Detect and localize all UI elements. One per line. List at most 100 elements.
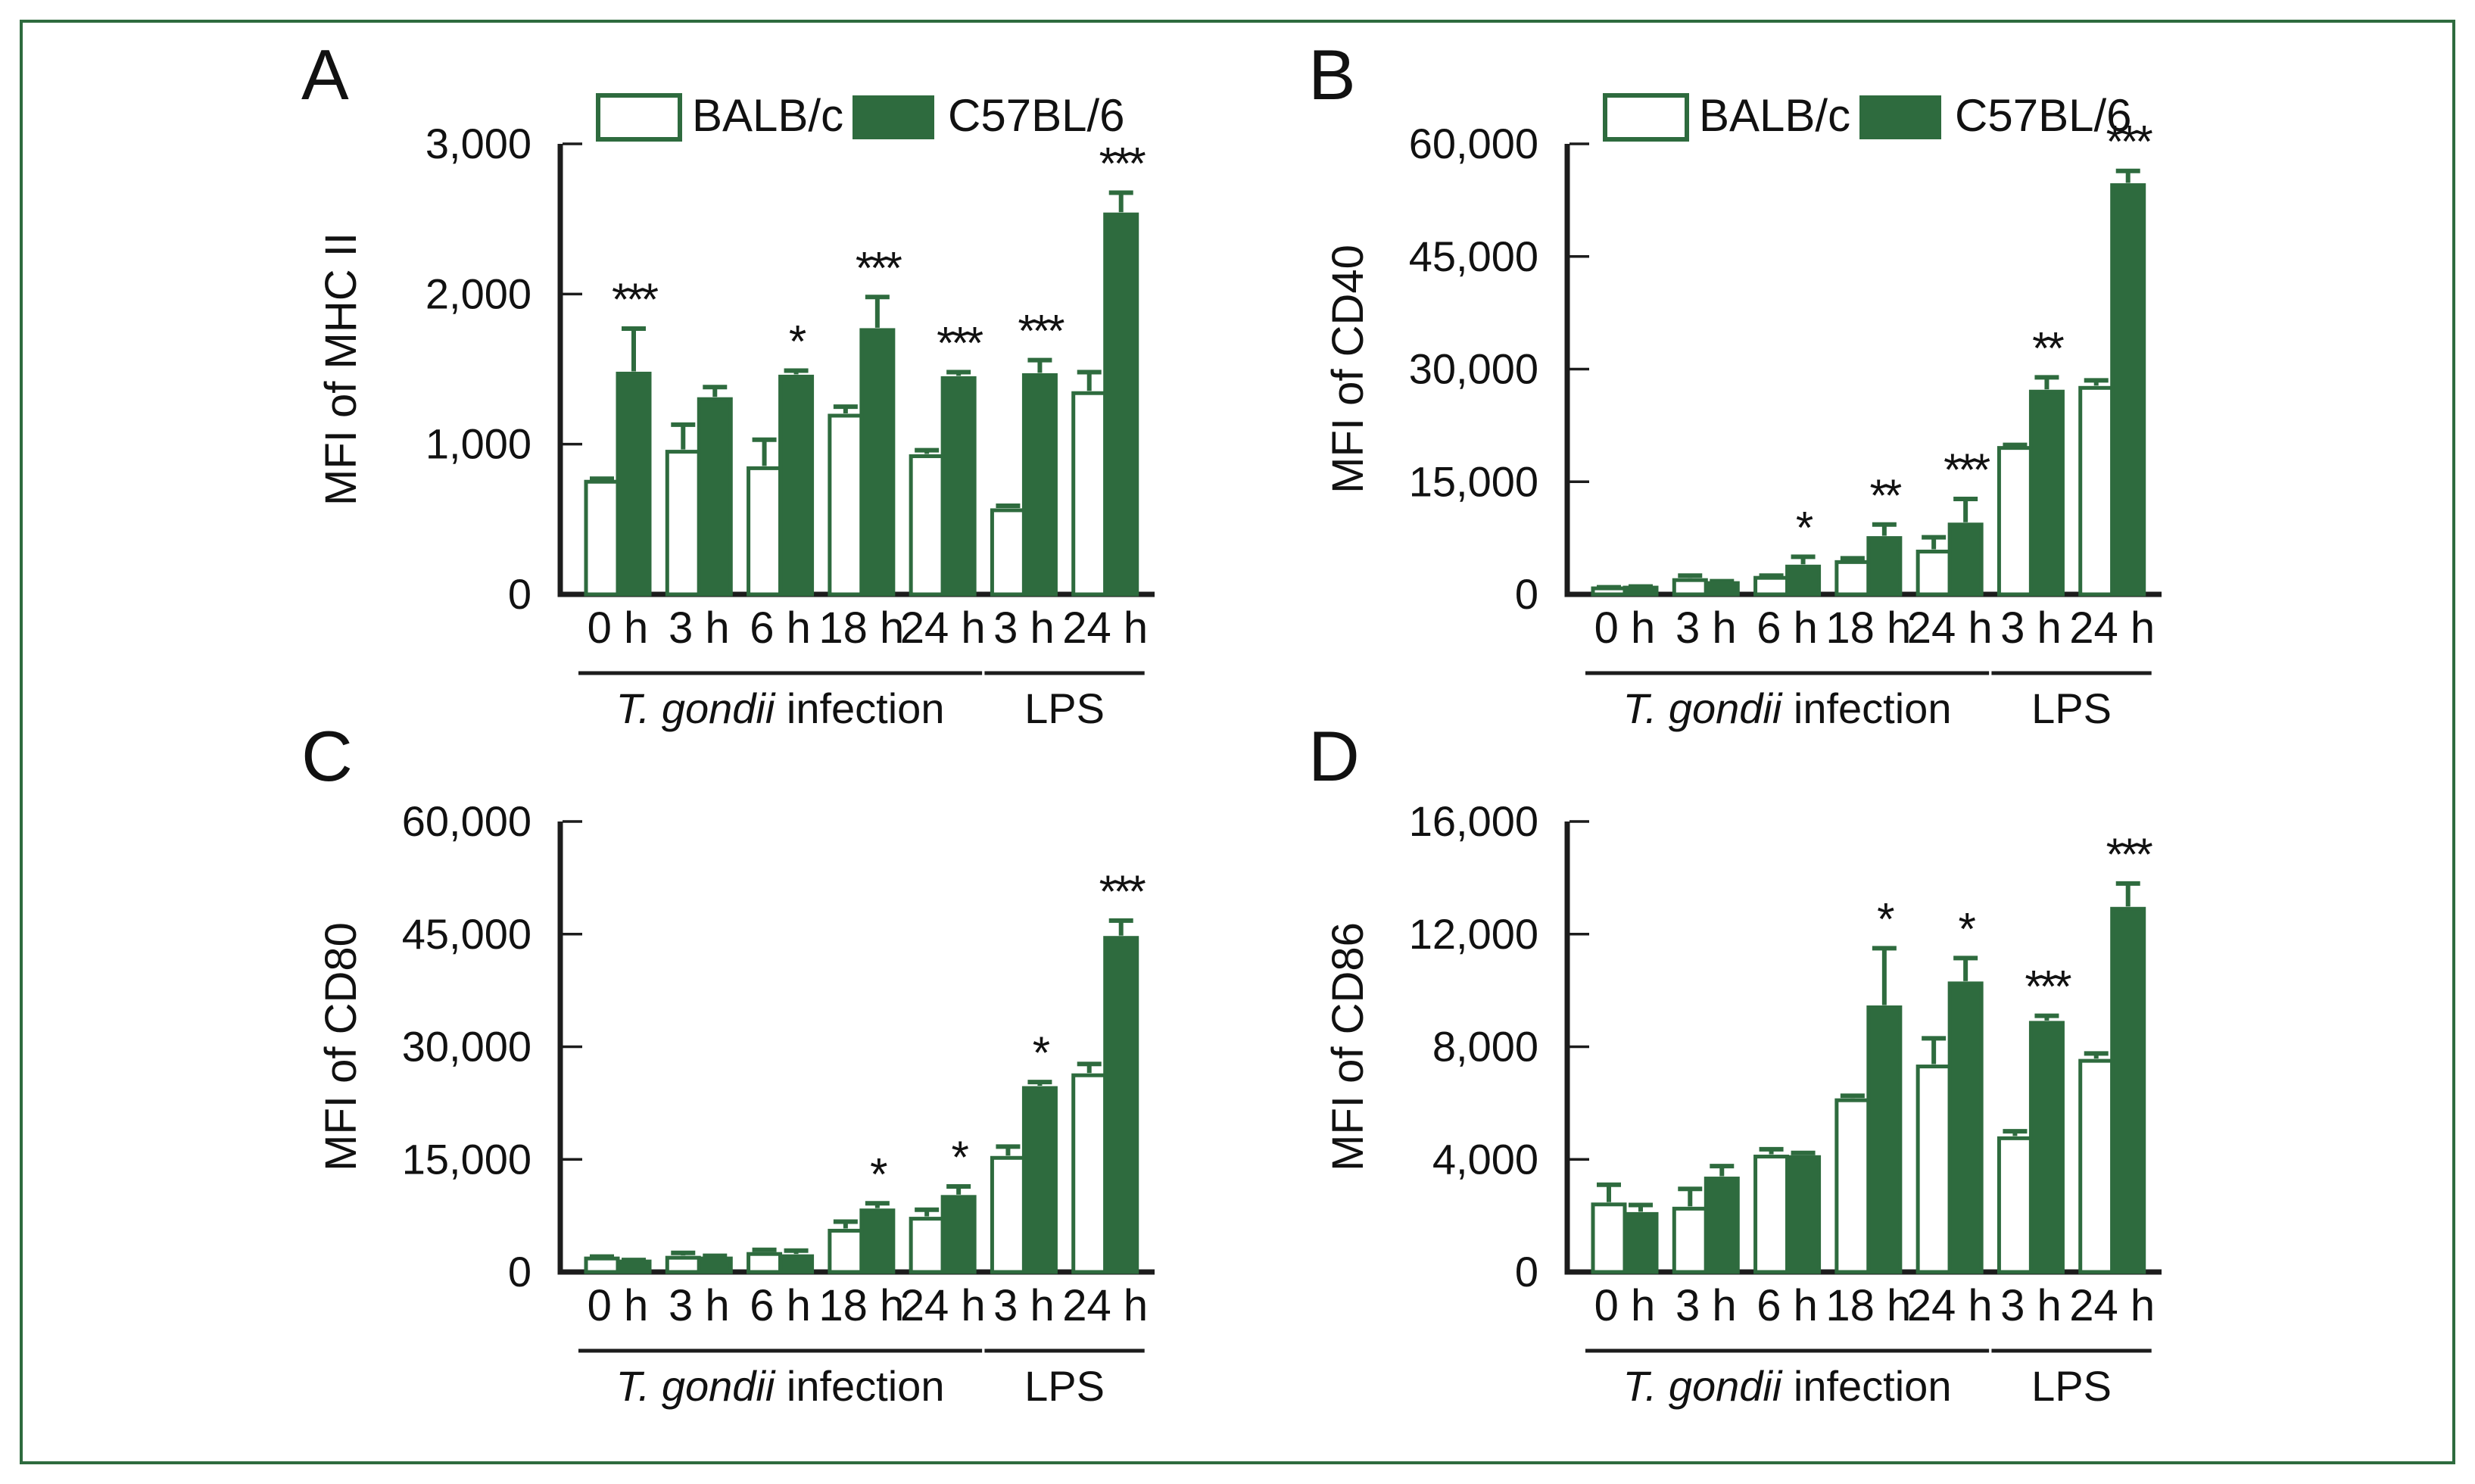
panel-letter-c: C — [301, 716, 353, 796]
group-label-0: T. gondii infection — [1623, 684, 1952, 732]
bar-balbc-3h — [1997, 1136, 2033, 1274]
panel-mhc2: 0 1,000 2,000 3,000 MFI of MHC II BALB/c C57BL… — [242, 30, 1242, 795]
chart-mfi-cd40: 0 15,000 30,000 45,000 60,000 MFI of CD40 BALB… — [1323, 90, 2162, 732]
x-category-label: 3 h — [2000, 603, 2062, 653]
chart-mfi-mhc2: 0 1,000 2,000 3,000 MFI of MHC II BALB/c C57BL… — [316, 90, 1155, 732]
bar-balbc-0h — [1591, 1202, 1627, 1274]
x-category-label: 0 h — [1594, 603, 1656, 653]
significance-stars: * — [789, 316, 806, 366]
significance-stars: *** — [1018, 306, 1064, 357]
y-tick-label: 30,000 — [1409, 345, 1538, 393]
legend-swatch-open — [596, 93, 682, 142]
bar-balbc-0h — [1591, 586, 1627, 597]
significance-stars: *** — [856, 242, 902, 293]
x-category-label: 0 h — [1594, 1281, 1656, 1330]
bar-c57bl6-18h — [859, 1208, 896, 1274]
legend-label-balbc: BALB/c — [692, 90, 843, 141]
group-label-0: T. gondii infection — [616, 684, 945, 732]
x-category-label: 6 h — [750, 1281, 811, 1330]
bar-c57bl6-24h — [1103, 936, 1139, 1274]
significance-stars: *** — [2106, 829, 2153, 880]
bar-balbc-3h — [1997, 446, 2033, 597]
figure-frame — [20, 20, 2455, 1464]
significance-stars: * — [1958, 903, 1975, 954]
bar-balbc-24h — [909, 454, 945, 597]
legend-swatch-filled — [1859, 95, 1941, 139]
bar-balbc-24h — [909, 1217, 945, 1274]
x-category-label: 3 h — [2000, 1281, 2062, 1330]
bar-balbc-18h — [828, 1228, 864, 1274]
bar-balbc-18h — [1834, 1098, 1871, 1274]
bar-balbc-0h — [584, 1256, 620, 1274]
bar-c57bl6-24h — [940, 376, 977, 597]
x-category-label: 24 h — [2069, 603, 2155, 653]
significance-stars: *** — [1099, 138, 1146, 189]
bar-c57bl6-24h — [1103, 212, 1139, 597]
y-axis-title: MFI of CD40 — [1323, 245, 1373, 494]
significance-stars: * — [951, 1132, 968, 1183]
group-label-0: T. gondii infection — [1623, 1362, 1952, 1410]
x-category-label: 18 h — [818, 603, 904, 653]
group-label-1: LPS — [2031, 1362, 2112, 1410]
x-category-label: 6 h — [1757, 1281, 1818, 1330]
bar-c57bl6-3h — [697, 1256, 733, 1274]
bar-balbc-18h — [828, 413, 864, 597]
y-tick-label: 1,000 — [425, 420, 531, 468]
panel-letter-a: A — [301, 35, 349, 114]
bar-c57bl6-6h — [778, 374, 815, 597]
panel-cd86: 0 4,000 8,000 12,000 16,000 MFI of CD86 0 h 3 h… — [1249, 708, 2249, 1473]
bar-balbc-24h — [1915, 549, 1952, 597]
bar-c57bl6-0h — [1622, 585, 1659, 597]
y-tick-label: 60,000 — [402, 797, 531, 845]
significance-stars: *** — [2025, 962, 2071, 1012]
bar-c57bl6-18h — [1866, 536, 1903, 597]
y-tick-label: 16,000 — [1409, 797, 1538, 845]
bar-balbc-24h — [1071, 1073, 1108, 1274]
y-tick-label: 0 — [508, 570, 531, 618]
group-label-0: T. gondii infection — [616, 1362, 945, 1410]
group-label-1: LPS — [2031, 684, 2112, 732]
bar-balbc-3h — [665, 1255, 701, 1274]
legend-label-c57bl6: C57BL/6 — [948, 90, 1125, 141]
bar-c57bl6-24h — [2110, 183, 2146, 597]
x-category-label: 3 h — [669, 603, 730, 653]
bar-c57bl6-3h — [697, 397, 733, 597]
bar-balbc-24h — [2078, 385, 2115, 597]
panel-cd80: 0 15,000 30,000 45,000 60,000 MFI of CD80 0 h 3… — [242, 708, 1242, 1473]
y-axis-title: MFI of MHC II — [316, 232, 366, 506]
bar-c57bl6-3h — [1021, 1086, 1058, 1274]
bar-c57bl6-24h — [1947, 522, 1984, 597]
bar-c57bl6-18h — [1866, 1005, 1903, 1274]
bar-balbc-24h — [1071, 391, 1108, 597]
bar-balbc-3h — [665, 450, 701, 597]
significance-stars: *** — [2106, 117, 2153, 167]
significance-stars: ** — [2032, 323, 2064, 373]
y-tick-label: 0 — [1515, 1248, 1538, 1295]
y-tick-label: 15,000 — [1409, 457, 1538, 505]
x-category-label: 0 h — [588, 1281, 649, 1330]
chart-mfi-cd80: 0 15,000 30,000 45,000 60,000 MFI of CD80 0 h 3… — [316, 797, 1155, 1410]
bar-c57bl6-0h — [1622, 1211, 1659, 1274]
legend-swatch-filled — [853, 95, 934, 139]
bar-balbc-6h — [747, 1252, 783, 1274]
y-tick-label: 0 — [508, 1248, 531, 1295]
x-category-label: 24 h — [900, 603, 986, 653]
x-category-label: 3 h — [669, 1281, 730, 1330]
x-category-label: 18 h — [1825, 603, 1911, 653]
y-tick-label: 4,000 — [1432, 1135, 1538, 1183]
x-category-label: 24 h — [2069, 1281, 2155, 1330]
bar-balbc-3h — [990, 1155, 1026, 1274]
y-tick-label: 2,000 — [425, 270, 531, 317]
group-label-1: LPS — [1024, 684, 1105, 732]
x-category-label: 0 h — [588, 603, 649, 653]
y-tick-label: 3,000 — [425, 120, 531, 167]
bar-balbc-6h — [1753, 1155, 1790, 1274]
x-category-label: 3 h — [993, 603, 1055, 653]
bar-c57bl6-24h — [2110, 906, 2146, 1274]
bar-c57bl6-18h — [859, 328, 896, 597]
x-category-label: 6 h — [1757, 603, 1818, 653]
y-tick-label: 12,000 — [1409, 910, 1538, 958]
bar-balbc-18h — [1834, 560, 1871, 597]
panel-cd40: 0 15,000 30,000 45,000 60,000 MFI of CD40 BALB… — [1249, 30, 2249, 795]
